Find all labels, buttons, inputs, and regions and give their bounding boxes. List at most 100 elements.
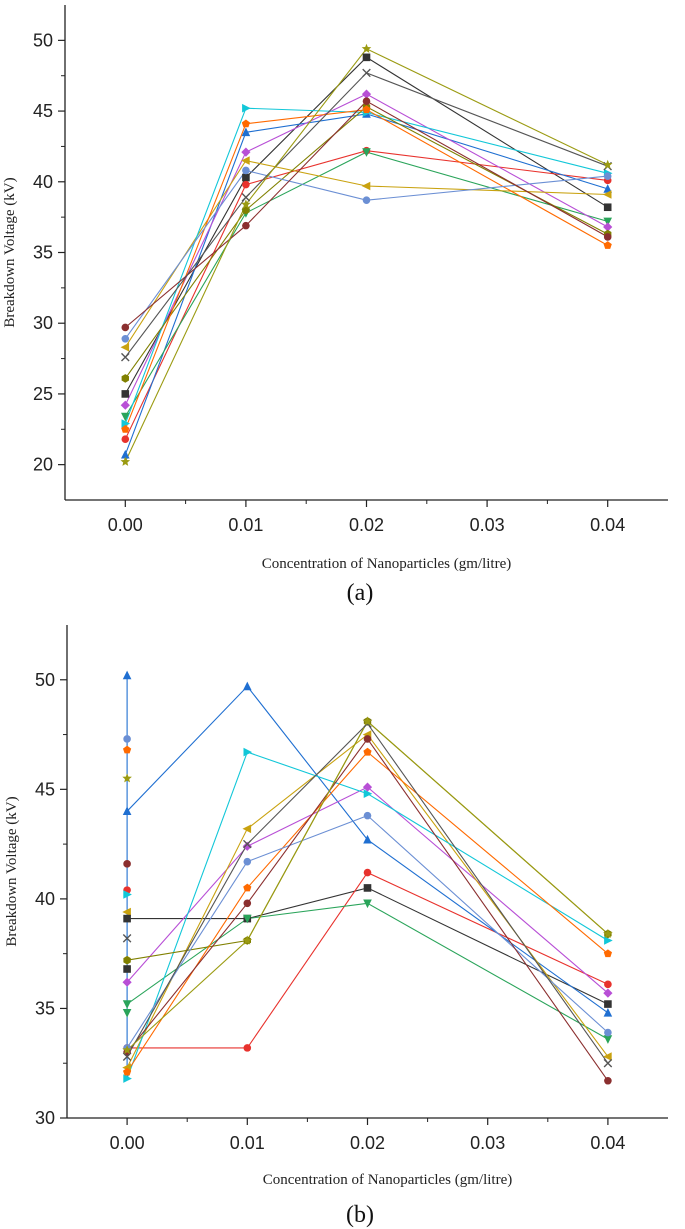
data-point-s5 (362, 782, 373, 792)
data-point-s5 (603, 988, 613, 998)
y-tick-label: 50 (33, 30, 53, 50)
series-line-12 (126, 722, 609, 1064)
data-point-s5 (242, 841, 252, 851)
data-point-extra (123, 890, 132, 899)
data-point-s2 (121, 435, 130, 443)
data-point-s10 (603, 172, 612, 180)
data-point-s12 (241, 193, 251, 202)
data-point-s3 (121, 449, 130, 459)
data-point-s7 (242, 103, 251, 113)
data-point-s9 (363, 747, 372, 756)
data-point-s12 (122, 1052, 132, 1061)
data-point-s12 (362, 68, 371, 78)
x-tick-label: 0.03 (470, 1133, 505, 1153)
data-point-s5 (241, 147, 251, 157)
data-point-s9 (123, 1067, 132, 1076)
series-line-4 (126, 902, 609, 1040)
x-tick-label: 0.04 (590, 1133, 625, 1153)
data-point-s3 (122, 806, 132, 815)
data-point-s8 (121, 374, 129, 383)
y-tick-label: 40 (33, 172, 53, 192)
data-point-s7 (604, 936, 613, 945)
data-point-s1 (121, 390, 130, 398)
data-point-s8 (123, 955, 131, 965)
series-line-7 (126, 751, 609, 1079)
data-point-s13 (361, 43, 372, 53)
data-point-s11 (243, 899, 252, 908)
y-tick-label: 35 (35, 998, 55, 1018)
series-line-3 (126, 685, 609, 1014)
data-point-extra (123, 965, 131, 973)
y-tick-label: 40 (35, 889, 55, 909)
data-point-s7 (123, 1074, 132, 1083)
data-point-s13 (241, 199, 251, 209)
y-axis-title: Breakdown Voltage (kV) (4, 796, 20, 946)
data-point-s10 (121, 334, 130, 343)
data-point-s11 (362, 97, 371, 105)
data-point-s2 (242, 180, 250, 189)
data-point-s4 (603, 217, 612, 227)
data-point-s10 (362, 196, 371, 204)
x-tick-label: 0.04 (590, 515, 625, 535)
series-line-10 (126, 814, 609, 1049)
data-point-s7 (121, 419, 131, 428)
series-line-7 (124, 107, 608, 424)
data-point-s4 (603, 1035, 613, 1044)
data-point-s6 (120, 343, 130, 352)
y-tick-label: 35 (33, 243, 53, 263)
series-line-8 (124, 106, 608, 379)
data-point-s4 (121, 412, 130, 422)
data-point-s5 (603, 222, 613, 232)
series-line-1 (124, 56, 608, 395)
series-line-13 (124, 48, 608, 463)
data-point-s10 (242, 166, 250, 175)
series-line-1 (127, 887, 609, 1005)
data-point-s1 (603, 203, 612, 212)
data-point-s13 (602, 159, 613, 169)
data-point-s9 (362, 105, 371, 114)
data-point-s4 (362, 148, 371, 157)
data-point-s9 (603, 949, 612, 958)
data-point-s3 (603, 1008, 613, 1017)
y-tick-label: 30 (35, 1108, 55, 1128)
data-point-s6 (241, 156, 250, 165)
y-tick-label: 25 (33, 384, 53, 404)
data-point-s10 (243, 857, 252, 866)
data-point-extra (123, 735, 131, 743)
data-point-s9 (243, 883, 252, 892)
data-point-s1 (242, 173, 250, 182)
data-point-s11 (242, 221, 250, 230)
data-point-s2 (243, 1044, 252, 1052)
data-point-s11 (603, 233, 612, 241)
data-point-s7 (363, 789, 373, 798)
data-point-s10 (604, 1028, 612, 1037)
data-point-s9 (121, 425, 130, 433)
data-point-s9 (241, 119, 250, 128)
x-tick-label: 0.02 (350, 1133, 385, 1153)
data-point-s2 (363, 868, 372, 877)
data-point-s5 (120, 400, 130, 410)
data-point-s4 (363, 899, 372, 909)
data-point-s1 (604, 1000, 612, 1008)
data-point-s3 (363, 834, 372, 844)
data-point-s9 (603, 241, 612, 249)
data-point-s3 (243, 681, 252, 691)
x-tick-label: 0.01 (228, 515, 263, 535)
series-line-10 (124, 169, 608, 340)
data-point-s5 (122, 977, 132, 987)
data-point-s13 (120, 456, 131, 466)
data-point-s11 (604, 1076, 612, 1085)
data-point-extra (123, 860, 131, 868)
data-point-s2 (604, 980, 612, 989)
x-tick-label: 0.03 (470, 515, 505, 535)
data-point-s6 (242, 824, 252, 834)
x-axis-title: Concentration of Nanoparticles (gm/litre… (262, 556, 512, 572)
y-tick-label: 30 (33, 313, 53, 333)
data-point-s11 (363, 735, 372, 743)
data-point-s6 (603, 1052, 612, 1061)
y-axis-title: Breakdown Voltage (kV) (2, 177, 18, 327)
series-line-6 (126, 733, 609, 1068)
series-line-9 (124, 109, 608, 430)
data-point-s12 (603, 1058, 613, 1068)
series-line-2 (127, 871, 609, 1049)
